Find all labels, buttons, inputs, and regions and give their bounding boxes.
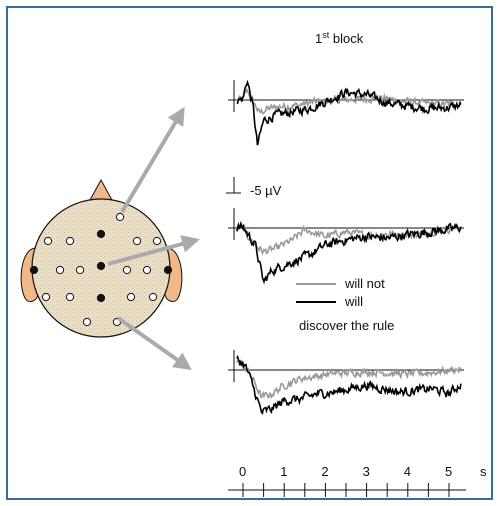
legend-label-will: will — [344, 294, 363, 309]
scale-bar: -5 µV — [226, 177, 282, 198]
arrow-to-parietal — [116, 316, 192, 371]
series-line-will-not — [236, 88, 462, 115]
erp-panel-parietal — [228, 350, 464, 415]
scale-label: -5 µV — [250, 183, 282, 198]
series-line-will-not — [236, 222, 462, 256]
electrode-open — [43, 236, 53, 246]
electrode-highlighted — [96, 229, 106, 239]
series-line-will — [236, 79, 462, 146]
time-axis-unit: s — [480, 464, 487, 479]
x-tick-label: 2 — [321, 464, 328, 479]
erp-panel-frontal — [228, 79, 464, 146]
electrode-highlighted — [96, 261, 106, 271]
electrode-open — [152, 236, 162, 246]
arrows — [107, 106, 200, 371]
electrode-open — [65, 236, 75, 246]
nose — [89, 178, 113, 201]
electrode-open — [115, 212, 125, 222]
electrode-highlighted — [163, 265, 173, 275]
electrode-open — [126, 292, 136, 302]
electrode-grid — [29, 212, 173, 327]
legend: will not will discover the rule — [296, 276, 394, 333]
electrode-open — [142, 265, 152, 275]
figure-border — [6, 6, 493, 500]
chart-title: 1st block — [315, 30, 364, 46]
x-tick-label: 3 — [363, 464, 370, 479]
electrode-open — [65, 292, 75, 302]
electrode-open — [75, 265, 85, 275]
legend-label-will-not: will not — [344, 276, 385, 291]
series-line-will — [236, 220, 462, 285]
electrode-open — [148, 292, 158, 302]
series-line-will — [236, 354, 462, 415]
series-line-will-not — [236, 357, 462, 399]
x-tick-label: 4 — [404, 464, 411, 479]
legend-caption: discover the rule — [299, 318, 394, 333]
arrow-to-central — [107, 235, 200, 266]
x-tick-label: 5 — [445, 464, 452, 479]
x-tick-label: 0 — [239, 464, 246, 479]
erp-panel-central — [228, 208, 464, 285]
arrow-to-frontal — [120, 106, 185, 214]
head-map — [20, 178, 183, 338]
electrode-highlighted — [29, 265, 39, 275]
erp-panels — [228, 79, 464, 415]
time-axis: s 0 1 2 3 4 5 — [228, 464, 487, 497]
electrode-open — [82, 317, 92, 327]
x-tick-label: 1 — [280, 464, 287, 479]
electrode-open — [122, 265, 132, 275]
electrode-open — [41, 292, 51, 302]
electrode-open — [55, 265, 65, 275]
electrode-highlighted — [96, 293, 106, 303]
electrode-open — [132, 236, 142, 246]
